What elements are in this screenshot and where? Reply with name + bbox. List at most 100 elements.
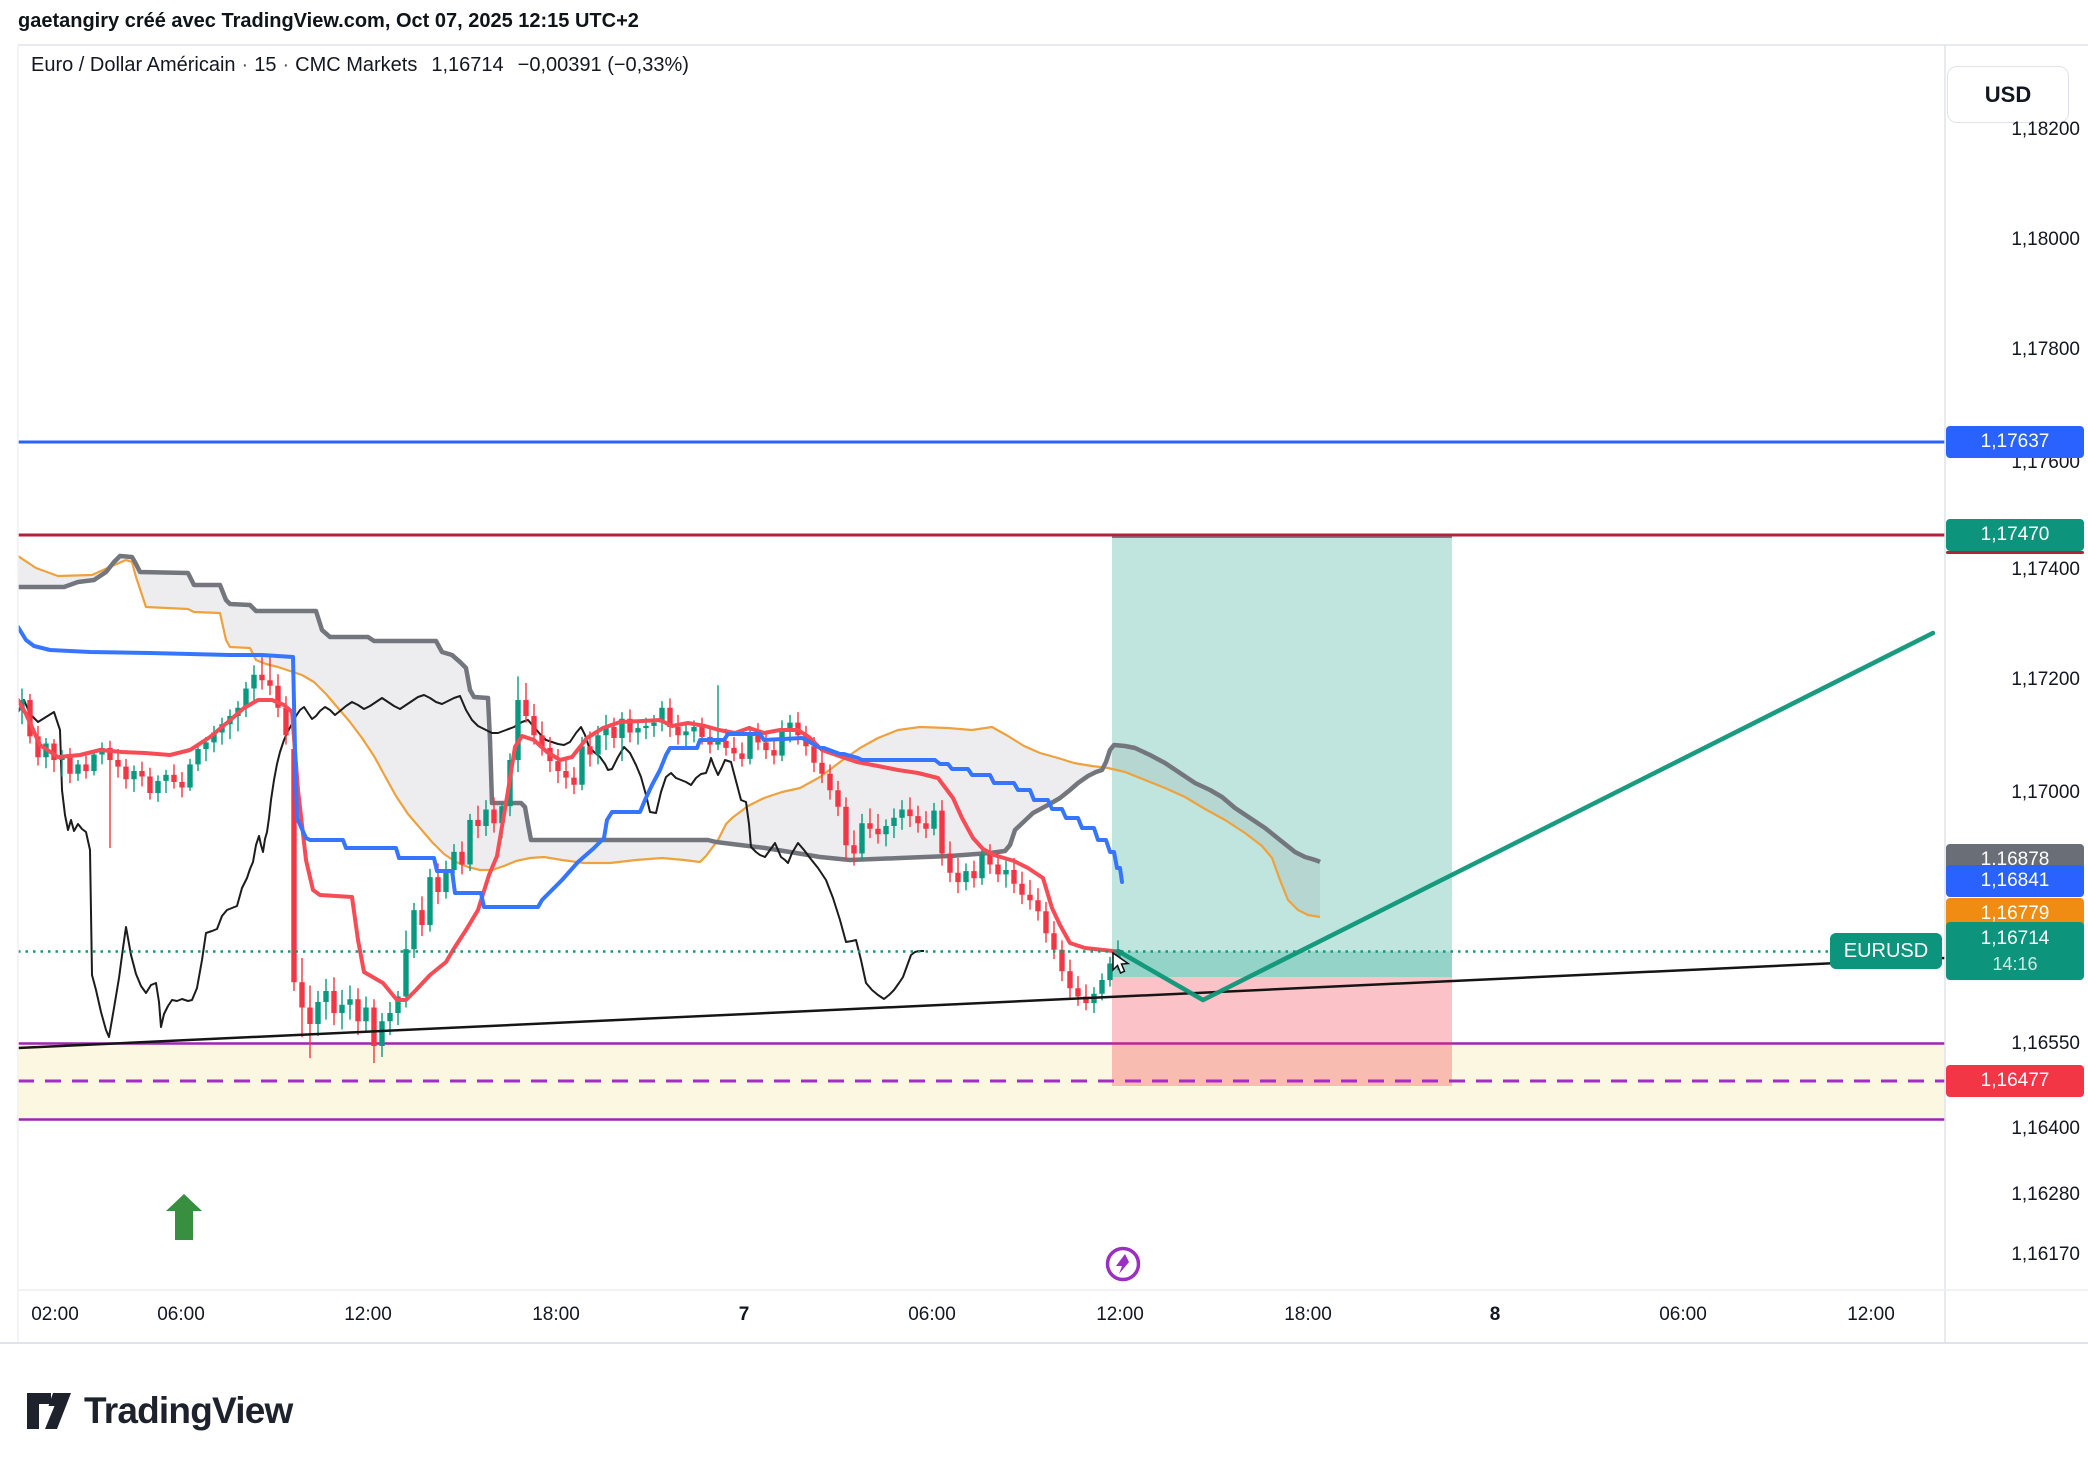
senkou-b-line <box>18 553 1322 865</box>
candle-body-down <box>667 707 673 727</box>
candle-body-up <box>651 722 657 726</box>
candle-body-down <box>587 746 593 755</box>
tenkan-line <box>18 698 1124 1002</box>
candle-body-down <box>771 750 777 756</box>
candle-body-down <box>531 716 537 736</box>
candle-body-up <box>379 1021 385 1046</box>
candle-body-down <box>827 773 833 791</box>
time-tick-label: 12:00 <box>1096 1304 1144 1325</box>
plot-area[interactable] <box>18 440 1945 1282</box>
stop-badge: 1,16477 <box>1946 1065 2084 1097</box>
candle-body-down <box>675 727 681 736</box>
candle-body-down <box>699 727 705 737</box>
candle-body-up <box>75 764 81 774</box>
candle-body-up <box>883 826 889 835</box>
candle-body-up <box>155 780 161 793</box>
candle-body-down <box>1027 894 1033 901</box>
candle-body-down <box>67 755 73 774</box>
last-price-badge: 1,16714 14:16 <box>1946 922 2084 980</box>
candle-body-down <box>51 743 57 760</box>
ichimoku-cloud-fill <box>18 556 1320 917</box>
candle-body-down <box>179 782 185 788</box>
tradingview-logo[interactable]: TradingView <box>26 1390 293 1432</box>
candle-body-down <box>947 853 953 873</box>
candle-body-up <box>395 996 401 1013</box>
candle-body-up <box>931 810 937 829</box>
candle-body-up <box>779 728 785 756</box>
candle-body-down <box>275 685 281 708</box>
candle-body-up <box>451 851 457 870</box>
interval-label[interactable]: 15 <box>254 54 277 76</box>
candle-body-up <box>1003 870 1009 875</box>
time-tick-label: 06:00 <box>1659 1304 1707 1325</box>
candle-body-down <box>1083 996 1089 1004</box>
candle-body-down <box>731 747 737 754</box>
candle-body-down <box>611 727 617 738</box>
long-position-profit-box[interactable] <box>1112 537 1452 977</box>
time-tick-label: 18:00 <box>532 1304 580 1325</box>
currency-usd-button[interactable]: USD <box>1947 66 2069 123</box>
price-tick-label: 1,18200 <box>2011 119 2080 140</box>
candle-body-up <box>659 707 665 723</box>
candle-body-down <box>355 999 361 1022</box>
candle-body-down <box>555 761 561 771</box>
candle-body-up <box>195 749 201 765</box>
candle-body-down <box>1059 949 1065 972</box>
candle-body-up <box>315 1002 321 1024</box>
candle-body-down <box>107 747 113 760</box>
candle-body-up <box>691 727 697 732</box>
symbol-title[interactable]: Euro / Dollar Américain <box>31 54 236 76</box>
price-tick-label: 1,17000 <box>2011 782 2080 803</box>
chikou-line <box>18 694 924 1038</box>
candle-body-up <box>363 1007 369 1022</box>
candle-body-up <box>411 910 417 950</box>
candle-body-down <box>331 991 337 1013</box>
candle-body-down <box>971 871 977 879</box>
time-tick-label: 7 <box>738 1304 750 1325</box>
candle-body-up <box>963 871 969 883</box>
candle-body-down <box>419 910 425 925</box>
ascending-trendline[interactable] <box>18 956 1945 1050</box>
candle-body-down <box>819 762 825 774</box>
candle-body-up <box>339 1004 345 1013</box>
candle-body-up <box>979 854 985 879</box>
candle-body-up <box>595 735 601 755</box>
candle-body-up <box>403 949 409 997</box>
attribution-text: gaetangiry créé avec TradingView.com, Oc… <box>18 10 639 32</box>
candle-body-down <box>35 736 41 758</box>
candle-body-up <box>619 718 625 738</box>
candle-body-up <box>747 733 753 759</box>
long-signal-arrow-icon[interactable] <box>166 1194 202 1240</box>
candle-body-down <box>299 982 305 1008</box>
candle-body-up <box>515 700 521 760</box>
exchange-label: CMC Markets <box>295 54 418 76</box>
candle-body-down <box>83 764 89 771</box>
candle-body-down <box>115 760 121 767</box>
legend-separator: · <box>241 54 249 76</box>
candle-body-up <box>203 742 209 749</box>
candle-body-down <box>1067 971 1073 989</box>
candle-body-up <box>243 688 249 708</box>
candle-body-down <box>811 746 817 763</box>
candle-body-down <box>875 828 881 835</box>
candle-body-up <box>131 771 137 780</box>
time-tick-label: 06:00 <box>908 1304 956 1325</box>
candle-body-up <box>603 727 609 736</box>
forecast-path-line[interactable] <box>1115 630 1936 1003</box>
candle-body-down <box>739 753 745 759</box>
candle-body-up <box>467 819 473 865</box>
price-tick-label: 1,17800 <box>2011 339 2080 360</box>
price-change-value: −0,00391 (−0,33%) <box>517 54 689 76</box>
symbol-legend[interactable]: Euro / Dollar Américain · 15 · CMC Markets 1,… <box>31 54 689 77</box>
candle-body-down <box>835 790 841 807</box>
target-badge: 1,17470 <box>1946 519 2084 554</box>
support-zone-rect[interactable] <box>18 1043 1945 1120</box>
candle-body-up <box>635 728 641 733</box>
time-tick-label: 12:00 <box>344 1304 392 1325</box>
candle-body-down <box>923 823 929 829</box>
candle-body-down <box>171 774 177 782</box>
hline-blue-badge: 1,17637 <box>1946 426 2084 458</box>
candle-body-up <box>347 999 353 1005</box>
candle-body-down <box>867 823 873 829</box>
